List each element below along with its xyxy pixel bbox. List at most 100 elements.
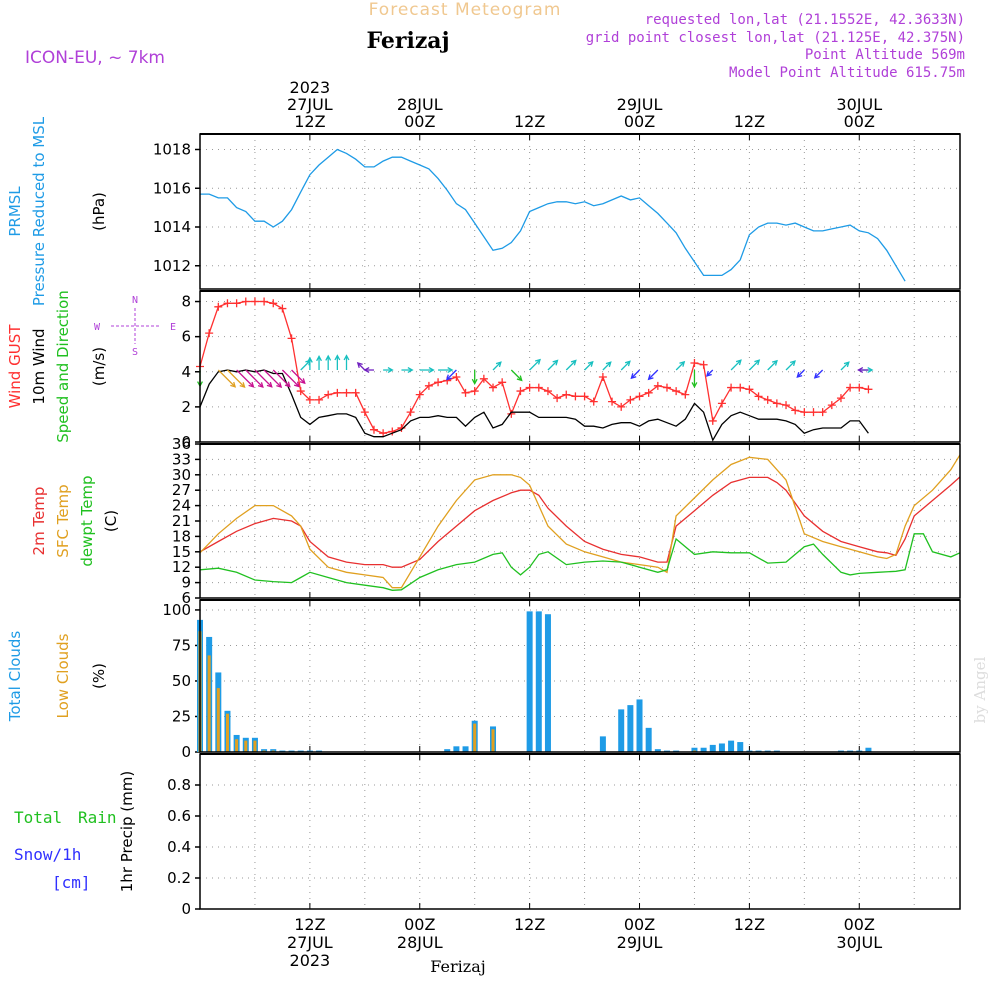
panel-frame <box>199 290 961 443</box>
gust-marker <box>388 427 397 436</box>
y-tick-label: 0.4 <box>167 838 191 856</box>
bottom-hour-label: 12Z <box>734 915 765 934</box>
bottom-date-label: 29JUL <box>617 933 663 952</box>
series-line <box>199 454 961 589</box>
gust-marker <box>379 429 388 438</box>
cloud-bar <box>491 729 495 752</box>
bottom-date-label: 28JUL <box>397 933 443 952</box>
panel-pressure: 1012 1014 1016 1018 PRMSL Pressure Reduced to… <box>6 116 961 306</box>
wind-arrow <box>529 359 541 371</box>
model-altitude: Model Point Altitude 615.75m <box>729 65 965 81</box>
wind-arrow-head <box>771 359 778 366</box>
bottom-hour-label: 12Z <box>514 915 545 934</box>
wind-arrow-head <box>735 359 742 366</box>
cloud-bar <box>691 747 698 752</box>
y-tick-label: 6 <box>181 328 191 346</box>
gust-marker <box>534 383 543 392</box>
y-tick-label: 1018 <box>153 141 191 159</box>
y-tick-label: 0 <box>181 900 191 918</box>
gust-marker <box>589 397 598 406</box>
y-tick-label: 21 <box>172 512 191 530</box>
y-tick-label: 0.6 <box>167 807 191 825</box>
y-tick-label: 15 <box>172 543 191 561</box>
compass-n: N <box>132 295 138 306</box>
wind-arrow-head <box>316 355 323 362</box>
gust-marker <box>260 297 269 306</box>
gust-marker <box>525 383 534 392</box>
unit-label: (%) <box>90 663 108 689</box>
legend-rain: Rain <box>78 808 117 827</box>
gust-marker <box>818 408 827 417</box>
cloud-bar <box>718 743 725 752</box>
wind-arrow-head <box>428 367 435 373</box>
y-tick-label: 33 <box>172 450 191 468</box>
wind-arrow <box>748 359 760 371</box>
wind-arrow <box>602 361 612 371</box>
panel-label: Total Clouds <box>6 631 24 723</box>
gust-marker <box>800 408 809 417</box>
gust-marker <box>360 408 369 417</box>
gust-marker <box>241 297 250 306</box>
gust-marker <box>708 416 717 425</box>
gust-marker <box>516 387 525 396</box>
compass-w: W <box>94 322 101 333</box>
model-label: ICON-EU, ~ 7km <box>25 48 165 68</box>
wind-arrow <box>217 369 236 388</box>
gust-marker <box>470 387 479 396</box>
point-altitude: Point Altitude 569m <box>805 47 965 63</box>
footer-location: Ferizaj <box>430 957 485 976</box>
y-tick-label: 50 <box>172 672 191 690</box>
gust-marker <box>662 383 671 392</box>
gust-marker <box>617 402 626 411</box>
wind-arrow-head <box>299 378 306 385</box>
panel-clouds: 0 25 50 75 100 Total Clouds Low Clouds (%) <box>6 599 961 761</box>
gust-marker <box>434 378 443 387</box>
top-date-label: 28JUL <box>397 95 443 114</box>
gust-marker <box>672 387 681 396</box>
wind-arrow-head <box>516 375 523 382</box>
gust-marker <box>736 383 745 392</box>
gust-marker <box>855 383 864 392</box>
gust-marker <box>205 329 214 338</box>
wind-arrow-head <box>587 360 594 367</box>
series-line <box>199 369 869 442</box>
wind-arrow <box>547 360 558 371</box>
wind-arrow-head <box>447 367 454 373</box>
series-line <box>199 533 961 591</box>
wind-arrow <box>492 361 502 371</box>
wind-arrow <box>620 360 631 371</box>
wind-arrow-head <box>570 359 577 366</box>
wind-arrow-head <box>266 381 273 388</box>
cloud-bar <box>235 739 239 752</box>
panel-wind: 0 2 4 6 8 Wind GUST 10m Wind Speed and Directio… <box>6 290 961 451</box>
gust-marker <box>836 394 845 403</box>
wind-arrow-head <box>387 367 394 373</box>
gust-marker <box>424 381 433 390</box>
cloud-bar <box>636 699 643 752</box>
gust-marker <box>754 392 763 401</box>
panel-frame <box>199 599 961 753</box>
y-tick-label: 1012 <box>153 257 191 275</box>
wind-arrow <box>630 369 640 379</box>
wind-arrow <box>796 369 805 378</box>
bottom-date-label: 27JUL <box>287 933 333 952</box>
y-tick-label: 6 <box>181 589 191 607</box>
wind-arrow-head <box>293 381 300 388</box>
gust-marker <box>315 395 324 404</box>
y-tick-label: 4 <box>181 363 191 381</box>
wind-arrow-head <box>843 361 850 368</box>
gust-marker <box>250 297 259 306</box>
cloud-bar <box>728 740 735 752</box>
wind-arrow <box>675 361 685 371</box>
gust-marker <box>681 390 690 399</box>
series-line <box>199 300 869 434</box>
gust-marker <box>608 397 617 406</box>
legend-unit: [cm] <box>52 873 91 892</box>
wind-arrow <box>281 369 300 387</box>
gust-marker <box>287 334 296 343</box>
gust-marker <box>717 399 726 408</box>
credit: by Angel <box>971 656 989 723</box>
gust-marker <box>644 388 653 397</box>
top-hour-label: 12Z <box>514 112 545 131</box>
cloud-bar <box>462 746 469 752</box>
